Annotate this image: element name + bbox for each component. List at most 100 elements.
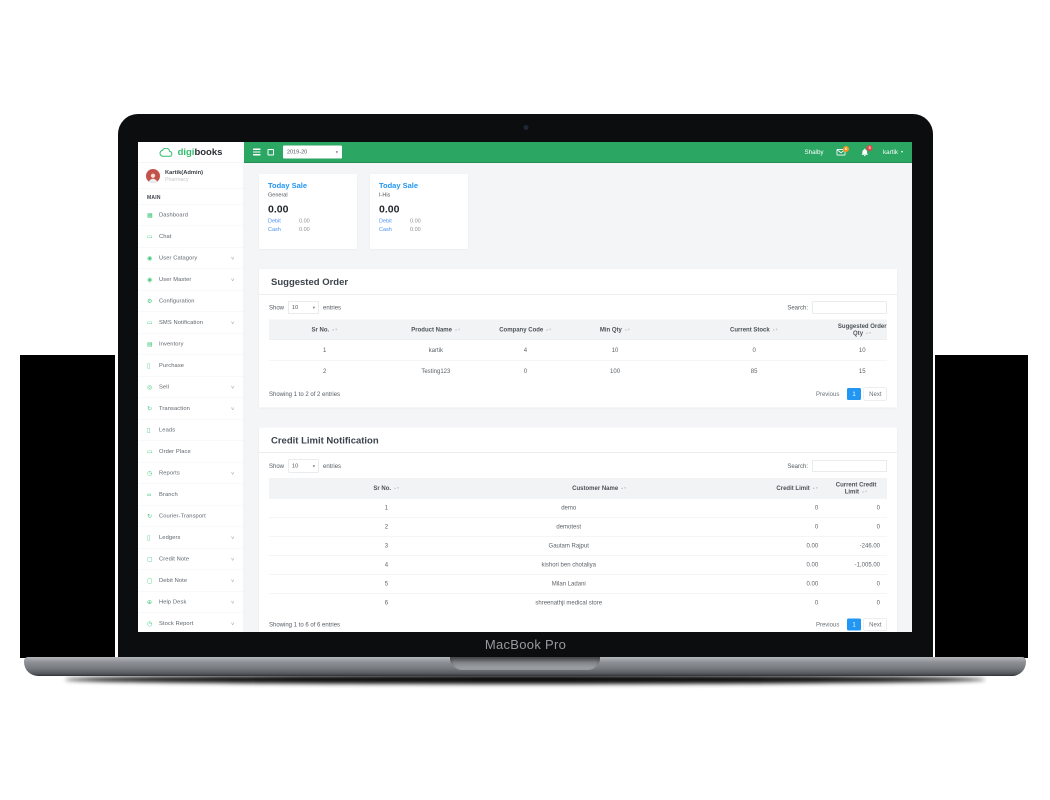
sidebar-item[interactable]: ▯ Ledgers ∨ [138,526,244,549]
menu-toggle-icon[interactable] [253,148,261,156]
search-label: Search: [787,462,808,470]
sidebar-item[interactable]: ◎ Sell ∨ [138,376,244,398]
suggested-order-table: Sr No. ▲▼ Product Name ▲▼ Company Code ▲▼ Min … [269,319,887,382]
chevron-down-icon: ∨ [230,405,235,411]
pagination: Previous 1 Next [811,387,887,401]
sidebar-item[interactable]: ▢ Debit Note ∨ [138,569,244,592]
sidebar-item[interactable]: ↻ Transaction ∨ [138,397,244,420]
notifications-button[interactable]: 5 [861,144,873,157]
sidebar-item[interactable]: ↻ Courier-Transport ∨ [138,505,244,527]
laptop-screen: digi books 2019-20 ▾ Shalby [118,114,933,657]
sidebar-item[interactable]: ▢ Credit Note ∨ [138,548,244,570]
inventory-icon: ▤ [147,340,153,348]
column-header[interactable]: Sr No. ▲▼ [269,478,504,498]
messages-button[interactable]: 6 [836,145,850,156]
suggested-order-panel: Suggested Order Show 10 ▾ entries [259,269,897,408]
table-cell: 85 [670,360,838,382]
screen-viewport: digi books 2019-20 ▾ Shalby [138,142,912,632]
base-notch [450,657,600,670]
card-row-value: 0.00 [410,226,421,233]
table-cell: 2 [269,360,381,382]
purchase-icon: ▯ [147,362,151,369]
table-cell: -1,005.00 [825,554,887,574]
previous-button[interactable]: Previous [815,390,840,398]
column-header[interactable]: Product Name ▲▼ [380,319,492,340]
sidebar-item[interactable]: ◉ User Master ∨ [138,268,244,291]
chevron-down-icon: ∨ [230,599,235,605]
year-select[interactable]: 2019-20 ▾ [283,145,342,159]
sidebar-item[interactable]: ▤ Inventory ∨ [138,333,244,355]
sidebar-item[interactable]: ∞ Branch ∨ [138,483,244,506]
search-control: Search: [787,460,887,472]
column-header[interactable]: Company Code ▲▼ [491,319,560,340]
column-header[interactable]: Sr No. ▲▼ [269,319,381,340]
year-select-value: 2019-20 [287,149,308,155]
column-header[interactable]: Credit Limit ▲▼ [633,478,826,498]
sidebar-item-label: Configuration [159,298,195,304]
entries-select[interactable]: 10 ▾ [288,459,320,473]
entries-select[interactable]: 10 ▾ [288,301,320,314]
page-number[interactable]: 1 [846,388,862,400]
search-input[interactable] [812,301,887,314]
card-title: Today Sale [268,181,308,191]
column-header[interactable]: Customer Name ▲▼ [503,478,634,498]
sidebar-item-label: Help Desk [159,599,187,605]
sidebar-item[interactable]: ▭ Chat ∨ [138,225,244,248]
next-button[interactable]: Next [863,618,887,631]
sidebar-item[interactable]: ◷ Reports ∨ [138,462,244,484]
branch-label: Shalby [804,148,824,156]
sidebar-item-label: Debit Note [159,577,188,584]
sidebar-item[interactable]: ▭ SMS Notification ∨ [138,311,244,334]
entries-select-value: 10 [292,304,299,311]
page-number[interactable]: 1 [846,618,862,631]
column-header[interactable]: Suggested Order Qty ▲▼ [837,319,887,340]
sidebar-item-label: Transaction [159,405,190,412]
table-cell: 10 [559,339,671,361]
table-cell: 0 [633,592,826,612]
sidebar-item[interactable]: ▦ Dashboard ∨ [138,204,244,226]
sidebar-item[interactable]: ⚙ Configuration ∨ [138,290,244,312]
sidebar-item-label: Credit Note [159,556,190,562]
table-cell: 0 [633,497,826,517]
table-cell: 100 [559,360,671,382]
summary-cards: Today Sale General 0.00 Debit 0.00 Cash [259,174,897,249]
table-row: 3 Gautam Rajput 0.00 -246.00 [269,535,887,555]
card-subtitle: I-His [379,192,391,198]
search-input[interactable] [812,460,887,472]
sidebar-item-label: Reports [159,470,180,476]
show-label: Show [269,304,285,311]
previous-button[interactable]: Previous [815,621,840,628]
column-header[interactable]: Current Stock ▲▼ [670,319,838,340]
sidebar-item-label: Leads [159,427,176,433]
sort-icon: ▲▼ [454,328,461,332]
column-header[interactable]: Min Qty ▲▼ [559,319,671,340]
chevron-down-icon: ∨ [230,384,235,390]
search-control: Search: [787,301,887,314]
chevron-down-icon: ∨ [230,470,235,476]
chevron-down-icon: ∨ [230,319,235,325]
sidebar-item[interactable]: ◉ User Catagory ∨ [138,247,244,269]
column-header[interactable]: Current Credit Limit ▲▼ [825,478,887,498]
sidebar-item[interactable]: ◷ Stock Report ∨ [138,612,244,633]
leads-icon: ▯ [147,426,151,434]
table-cell: 0.00 [633,535,826,555]
user-name: Kartik(Admin) [165,169,204,176]
courier-transport-icon: ↻ [147,512,153,520]
logo-text-digi: digi [177,146,195,158]
sort-icon: ▲▼ [620,486,627,490]
user-profile: Kartik(Admin) Pharmacy [138,163,244,189]
card-amount: 0.00 [268,203,289,216]
next-button[interactable]: Next [863,387,887,401]
card-row: Cash 0.00 [268,227,348,233]
sidebar-item-label: User Master [159,276,192,283]
card-row-value: 0.00 [299,218,310,224]
user-menu[interactable]: kartik ▾ [883,149,903,156]
sidebar-item[interactable]: ▭ Order Place ∨ [138,440,244,463]
fullscreen-icon[interactable] [267,148,274,156]
sidebar-item[interactable]: ▯ Purchase ∨ [138,354,244,377]
table-cell: 3 [269,535,504,555]
sidebar-item[interactable]: ▯ Leads ∨ [138,419,244,441]
sidebar-item[interactable]: ⊕ Help Desk ∨ [138,591,244,613]
table-row: 1 kartik 4 10 0 10 [269,339,887,361]
card-row-label: Debit [268,218,281,224]
